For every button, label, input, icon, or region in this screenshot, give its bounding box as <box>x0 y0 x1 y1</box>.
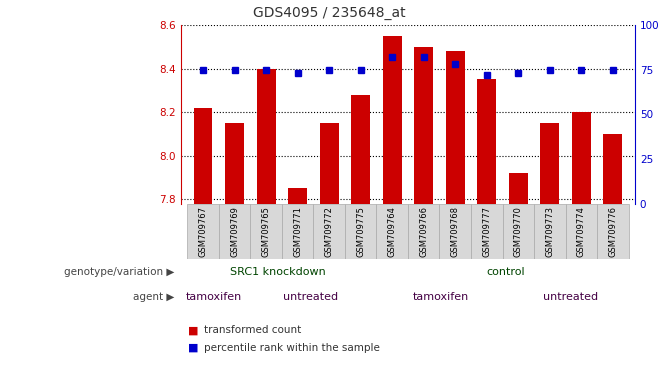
Bar <box>477 79 496 204</box>
Text: untreated: untreated <box>543 291 597 302</box>
Bar <box>534 204 566 259</box>
Bar <box>509 173 528 204</box>
Text: agent ▶: agent ▶ <box>133 291 174 302</box>
Bar <box>503 204 534 259</box>
Text: ■: ■ <box>188 325 198 335</box>
Bar <box>440 204 471 259</box>
Text: GSM709766: GSM709766 <box>419 206 428 257</box>
Text: GSM709768: GSM709768 <box>451 206 460 257</box>
Text: GSM709765: GSM709765 <box>262 206 270 257</box>
Text: GDS4095 / 235648_at: GDS4095 / 235648_at <box>253 6 405 20</box>
Text: GSM709774: GSM709774 <box>577 206 586 257</box>
Text: tamoxifen: tamoxifen <box>186 291 241 302</box>
Text: ■: ■ <box>188 343 198 353</box>
Bar <box>597 204 628 259</box>
Bar <box>383 36 401 204</box>
Text: GSM709764: GSM709764 <box>388 206 397 257</box>
Bar <box>282 204 313 259</box>
Text: GSM709775: GSM709775 <box>356 206 365 257</box>
Bar <box>540 123 559 204</box>
Text: GSM709771: GSM709771 <box>293 206 302 257</box>
Bar <box>218 204 250 259</box>
Bar <box>351 94 370 204</box>
Text: GSM709767: GSM709767 <box>199 206 207 257</box>
Text: untreated: untreated <box>283 291 338 302</box>
Bar <box>376 204 408 259</box>
Text: genotype/variation ▶: genotype/variation ▶ <box>64 266 174 277</box>
Text: percentile rank within the sample: percentile rank within the sample <box>204 343 380 353</box>
Text: tamoxifen: tamoxifen <box>413 291 468 302</box>
Bar <box>408 204 440 259</box>
Text: GSM709769: GSM709769 <box>230 206 239 257</box>
Text: transformed count: transformed count <box>204 325 301 335</box>
Text: GSM709770: GSM709770 <box>514 206 523 257</box>
Bar <box>250 204 282 259</box>
Bar <box>225 123 244 204</box>
Bar <box>188 204 218 259</box>
Text: GSM709776: GSM709776 <box>609 206 617 257</box>
Bar <box>471 204 503 259</box>
Bar <box>415 47 433 204</box>
Bar <box>446 51 465 204</box>
Bar <box>603 134 622 204</box>
Bar <box>572 112 591 204</box>
Bar <box>288 188 307 204</box>
Text: GSM709777: GSM709777 <box>482 206 492 257</box>
Bar <box>313 204 345 259</box>
Text: SRC1 knockdown: SRC1 knockdown <box>230 266 326 277</box>
Bar <box>345 204 376 259</box>
Bar <box>320 123 339 204</box>
Text: control: control <box>486 266 524 277</box>
Text: GSM709772: GSM709772 <box>324 206 334 257</box>
Bar <box>566 204 597 259</box>
Bar <box>193 108 213 204</box>
Bar <box>257 68 276 204</box>
Text: GSM709773: GSM709773 <box>545 206 554 257</box>
